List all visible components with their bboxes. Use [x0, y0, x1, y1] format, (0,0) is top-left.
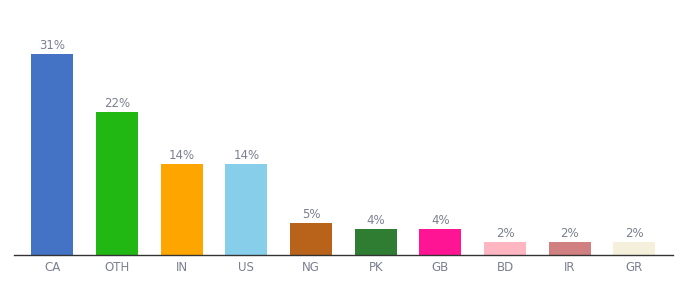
- Bar: [31, 53, 73, 255]
- Text: 14%: 14%: [233, 149, 260, 162]
- Bar: [160, 164, 203, 255]
- Bar: [420, 229, 462, 255]
- Bar: [96, 112, 138, 255]
- Bar: [290, 223, 332, 255]
- Text: 31%: 31%: [39, 38, 65, 52]
- Bar: [484, 242, 526, 255]
- Bar: [355, 229, 396, 255]
- Text: 22%: 22%: [104, 97, 130, 110]
- Text: 5%: 5%: [302, 208, 320, 220]
- Text: 2%: 2%: [560, 227, 579, 240]
- Text: 2%: 2%: [625, 227, 644, 240]
- Bar: [613, 242, 656, 255]
- Text: 2%: 2%: [496, 227, 514, 240]
- Text: 4%: 4%: [431, 214, 449, 227]
- Bar: [225, 164, 267, 255]
- Text: 14%: 14%: [169, 149, 194, 162]
- Bar: [549, 242, 591, 255]
- Text: 4%: 4%: [367, 214, 385, 227]
